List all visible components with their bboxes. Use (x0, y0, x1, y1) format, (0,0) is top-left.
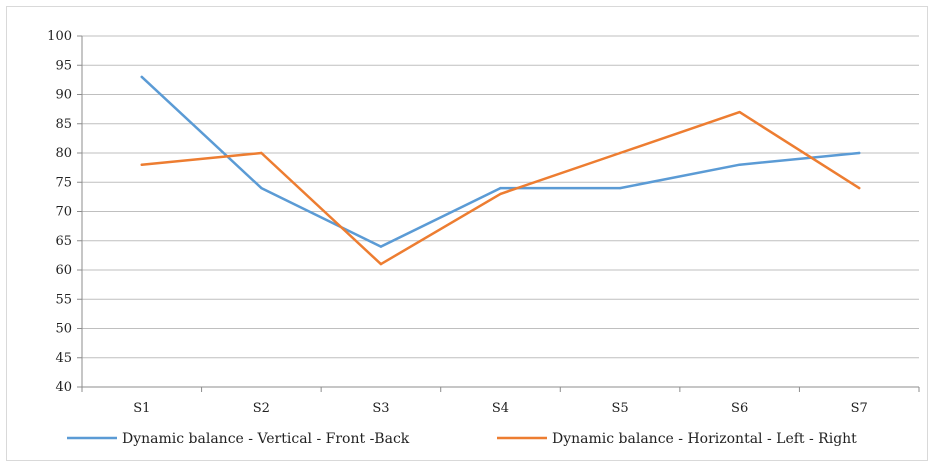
x-tick-label: S5 (611, 401, 628, 416)
y-tick-label: 65 (55, 234, 72, 249)
data-point (260, 151, 263, 155)
data-point (738, 163, 741, 166)
y-tick-label: 90 (55, 88, 72, 103)
x-tick-label: S7 (851, 401, 868, 416)
axes (77, 35, 920, 392)
data-point (738, 110, 741, 114)
data-point (260, 186, 263, 190)
y-tick-label: 40 (55, 380, 72, 395)
x-tick-label: S6 (731, 401, 748, 416)
x-tick-label: S4 (492, 401, 509, 416)
x-tick-label: S2 (253, 401, 270, 416)
legend: Dynamic balance - Vertical - Front -Back… (67, 431, 857, 447)
data-point (379, 245, 383, 248)
data-point (858, 151, 861, 155)
y-tick-label: 75 (55, 175, 72, 190)
y-tick-label: 80 (55, 146, 72, 161)
y-tick-label: 85 (55, 117, 72, 132)
line-chart: 100 95 90 85 80 75 70 65 60 55 50 45 40 S1 S2 S3 S4 S5 S6… (47, 29, 920, 447)
y-tick-label: 55 (55, 292, 72, 307)
x-tick-label: S1 (133, 401, 150, 416)
y-tick-label: 50 (55, 322, 72, 337)
y-axis-tick-labels: 100 95 90 85 80 75 70 65 60 55 50 45 40 (47, 29, 72, 395)
gridlines (82, 35, 919, 359)
y-tick-label: 60 (55, 263, 72, 278)
data-point (499, 192, 502, 196)
data-point (858, 186, 861, 190)
legend-label-1: Dynamic balance - Vertical - Front -Back (122, 431, 410, 447)
legend-label-2: Dynamic balance - Horizontal - Left - Ri… (552, 431, 857, 447)
y-tick-label: 95 (55, 58, 72, 73)
chart-frame: 100 95 90 85 80 75 70 65 60 55 50 45 40 S1 S2 S3 S4 S5 S6… (6, 6, 928, 461)
data-point (379, 262, 383, 266)
data-point (140, 163, 143, 166)
data-point (618, 186, 622, 190)
x-axis-tick-labels: S1 S2 S3 S4 S5 S6 S7 (133, 401, 868, 416)
x-tick-label: S3 (372, 401, 389, 416)
y-tick-label: 70 (55, 205, 72, 220)
y-tick-label: 100 (47, 29, 72, 44)
data-point (499, 186, 502, 190)
series-lines (140, 75, 861, 266)
y-tick-label: 45 (55, 351, 72, 366)
series-line-1 (140, 75, 861, 248)
data-point (140, 75, 143, 79)
data-point (618, 151, 622, 155)
